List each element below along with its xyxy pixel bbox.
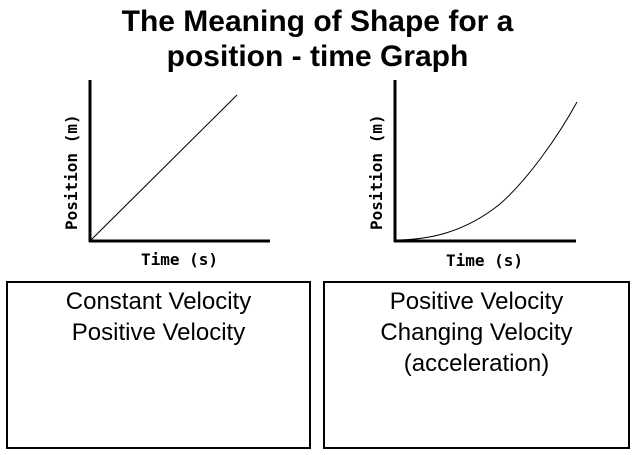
data-line [89, 94, 238, 242]
page-title-line-1: The Meaning of Shape for a [121, 5, 514, 38]
description-line: Constant Velocity [65, 288, 252, 315]
description-line: Changing Velocity [380, 319, 573, 346]
description-box-constant-velocity: Constant Velocity Positive Velocity [6, 281, 311, 449]
description-line: (acceleration) [403, 350, 550, 377]
y-axis-label: Position (m) [62, 114, 81, 230]
x-axis-label: Time (s) [141, 250, 218, 269]
page-title-line-2: position - time Graph [166, 40, 469, 73]
description-box-changing-velocity: Positive Velocity Changing Velocity (acc… [323, 281, 630, 449]
description-line: Positive Velocity [71, 319, 246, 346]
data-curve [394, 101, 578, 241]
y-axis-label: Position (m) [367, 114, 386, 230]
position-time-graph-curve: Position (m) Time (s) [367, 80, 578, 270]
x-axis-label: Time (s) [446, 251, 523, 270]
description-line: Positive Velocity [389, 288, 564, 315]
position-time-graph-linear: Position (m) Time (s) [62, 80, 270, 269]
